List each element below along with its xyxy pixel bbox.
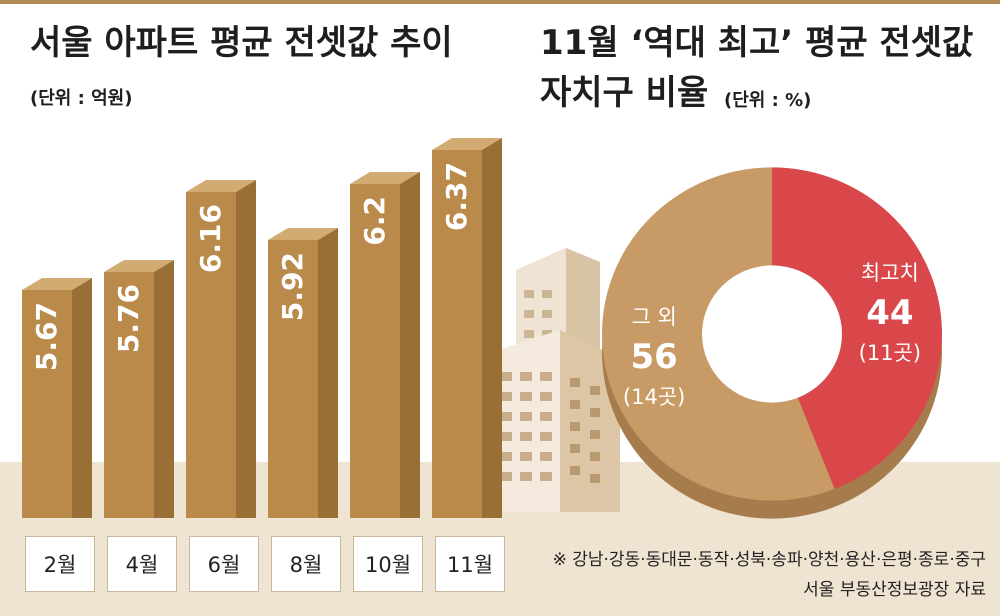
bar-2월: 5.67 [22,278,92,518]
bar-chart: 5.67 5.76 6.16 5.92 6.2 6.37 [22,138,502,518]
month-label-8월: 8월 [271,536,341,592]
bar-value-label: 6.37 [440,162,473,231]
bar-front-face [186,192,236,518]
bar-side-face [482,138,502,518]
bar-front-face [22,290,72,518]
bar-value-label: 5.92 [276,252,309,321]
bar-top-face [186,180,256,192]
right-chart-title-line2: 자치구 비율 [540,73,709,113]
donut-slice-name: 그 외 [631,305,676,329]
apartment-illustration [492,248,620,512]
bar-value-label: 5.76 [112,284,145,353]
month-label-2월: 2월 [25,536,95,592]
donut-slice-arc [602,167,835,501]
donut-hole [702,265,842,403]
month-label-4월: 4월 [107,536,177,592]
donut-slice-최고치: 최고치 44 (11곳) [772,167,942,489]
bar-side-face [72,278,92,518]
donut-slice-count: (14곳) [623,385,685,409]
bar-front-face [432,150,482,518]
bar-front-face [104,272,154,518]
donut-slice-count: (11곳) [859,341,921,365]
right-chart-title-line1: 11월 ‘역대 최고’ 평균 전셋값 [540,23,974,63]
building-front [492,330,620,512]
bar-top-face [104,260,174,272]
footnote-regions: ※ 강남·강동·동대문·동작·성북·송파·양천·용산·은평·종로·중구 [552,550,986,570]
bar-side-face [236,180,256,518]
bar-value-label: 5.67 [30,302,63,371]
month-label-11월: 11월 [435,536,505,592]
donut-slice-arc [772,167,942,489]
bar-4월: 5.76 [104,260,174,518]
bar-top-face [432,138,502,150]
donut-slice-value: 56 [630,337,677,377]
bar-6월: 6.16 [186,180,256,518]
bar-top-face [350,172,420,184]
bar-value-label: 6.2 [358,196,391,246]
bar-top-face [268,228,338,240]
bar-side-face [318,228,338,518]
donut-chart: 최고치 44 (11곳) 그 외 56 (14곳) [602,167,942,519]
bar-8월: 5.92 [268,228,338,518]
donut-slice-value: 44 [866,293,913,333]
donut-slice-그 외: 그 외 56 (14곳) [602,167,835,501]
bar-10월: 6.2 [350,172,420,518]
month-label-6월: 6월 [189,536,259,592]
donut-slice-name: 최고치 [861,261,919,285]
bar-11월: 6.37 [432,138,502,518]
top-rule [0,0,1000,4]
left-chart-title: 서울 아파트 평균 전셋값 추이 [30,23,453,63]
bar-top-face [22,278,92,290]
left-chart-unit: (단위 : 억원) [30,88,133,109]
footnote-source: 서울 부동산정보광장 자료 [803,580,986,600]
bar-front-face [268,240,318,518]
bar-side-face [400,172,420,518]
bar-side-face [154,260,174,518]
bar-front-face [350,184,400,518]
month-label-10월: 10월 [353,536,423,592]
bar-value-label: 6.16 [194,204,227,273]
right-chart-unit: (단위 : %) [724,90,812,111]
